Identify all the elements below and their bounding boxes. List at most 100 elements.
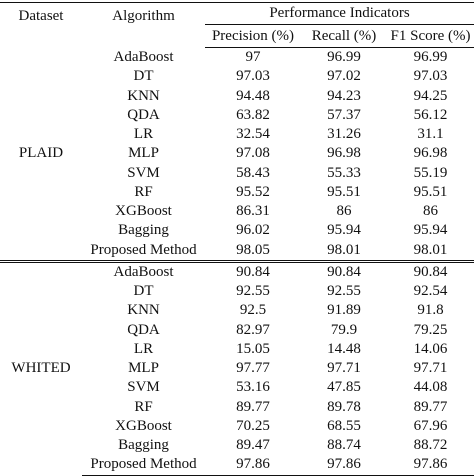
recall-cell: 95.94 [327, 222, 361, 239]
algorithm-cell: LR [133, 340, 154, 357]
f1-score-cell: 92.54 [413, 283, 448, 300]
table-row: DT 92.55 92.55 92.54 [0, 282, 474, 301]
recall-cell: 14.48 [327, 340, 361, 357]
recall-cell: 94.23 [327, 87, 361, 104]
precision-cell: 82.97 [236, 321, 270, 338]
recall-cell: 89.78 [327, 398, 361, 415]
table-row: WHITED AdaBoost 90.84 90.84 90.84 [0, 259, 474, 475]
f1-score-cell: 94.25 [413, 87, 448, 104]
f1-score-cell: 96.99 [413, 49, 448, 66]
recall-cell: 97.02 [327, 68, 361, 85]
precision-cell: 95.52 [236, 183, 270, 200]
f1-score-cell: 55.19 [413, 164, 448, 181]
precision-cell: 97.77 [236, 360, 270, 377]
precision-cell: 97 [245, 49, 261, 66]
precision-cell: 89.77 [236, 398, 270, 415]
dataset-cell: WHITED [0, 259, 82, 475]
algorithm-cell: KNN [127, 87, 160, 104]
precision-cell: 97.86 [205, 455, 301, 476]
table-row: LR 15.05 14.48 14.06 [0, 340, 474, 359]
recall-cell: 91.89 [327, 302, 361, 319]
f1-score-cell: 97.86 [387, 455, 474, 476]
algorithm-cell: LR [133, 126, 154, 143]
recall-cell: 47.85 [327, 379, 361, 396]
dataset-cell: PLAID [18, 145, 64, 162]
precision-cell: 92.5 [239, 302, 267, 319]
precision-cell: 15.05 [236, 340, 270, 357]
recall-cell: 68.55 [327, 417, 361, 434]
recall-cell: 96.98 [327, 145, 361, 162]
recall-cell: 90.84 [301, 259, 387, 282]
table-body: PLAID AdaBoost 97 96.99 96.99 DT 97.03 97.02 97.… [0, 48, 474, 476]
precision-header: Precision (%) [205, 24, 301, 48]
recall-cell: 88.74 [327, 437, 361, 454]
f1-score-cell: 44.08 [413, 379, 448, 396]
f1-score-cell: 31.1 [417, 126, 444, 143]
algorithm-cell: SVM [127, 379, 160, 396]
algorithm-cell: Bagging [118, 437, 169, 454]
f1-score-cell: 79.25 [413, 321, 448, 338]
f1-score-cell: 95.94 [413, 222, 448, 239]
table-row: XGBoost 70.25 68.55 67.96 [0, 417, 474, 436]
recall-cell: 97.71 [327, 360, 361, 377]
table-row: Proposed Method 98.05 98.01 98.01 [0, 241, 474, 262]
recall-cell: 55.33 [327, 164, 361, 181]
algorithm-cell: QDA [127, 106, 160, 123]
recall-header: Recall (%) [301, 24, 387, 48]
f1-score-cell: 88.72 [413, 437, 448, 454]
table-row: DT 97.03 97.02 97.03 [0, 67, 474, 86]
table-row: MLP 97.77 97.71 97.71 [0, 359, 474, 378]
f1-score-cell: 98.01 [413, 241, 448, 258]
precision-cell: 94.48 [236, 87, 270, 104]
algorithm-cell: Proposed Method [90, 241, 197, 258]
f1-score-cell: 91.8 [417, 302, 444, 319]
algorithm-cell: DT [133, 283, 154, 300]
precision-cell: 53.16 [236, 379, 270, 396]
f1-score-cell: 96.98 [413, 145, 448, 162]
precision-cell: 97.03 [236, 68, 270, 85]
f1-score-cell: 90.84 [387, 259, 474, 282]
f1-score-cell: 14.06 [413, 340, 448, 357]
recall-cell: 31.26 [327, 126, 361, 143]
recall-cell: 79.9 [330, 321, 358, 338]
precision-cell: 98.05 [236, 241, 270, 258]
table-row: SVM 58.43 55.33 55.19 [0, 164, 474, 183]
table-row: Bagging 96.02 95.94 95.94 [0, 221, 474, 240]
recall-cell: 86 [336, 203, 352, 220]
dataset-header: Dataset [0, 2, 82, 48]
f1-score-header: F1 Score (%) [387, 24, 474, 48]
table-row: QDA 82.97 79.9 79.25 [0, 321, 474, 340]
recall-cell: 97.86 [301, 455, 387, 476]
algorithm-cell: Bagging [118, 222, 169, 239]
algorithm-cell: MLP [128, 145, 159, 162]
precision-cell: 32.54 [236, 126, 270, 143]
algorithm-cell: SVM [127, 164, 160, 181]
f1-score-cell: 97.71 [413, 360, 448, 377]
recall-cell: 57.37 [327, 106, 361, 123]
precision-cell: 86.31 [236, 203, 270, 220]
performance-indicators-header: Performance Indicators [205, 2, 474, 25]
algorithm-cell: AdaBoost [82, 259, 205, 282]
precision-cell: 63.82 [236, 106, 270, 123]
precision-cell: 92.55 [236, 283, 270, 300]
algorithm-cell: Proposed Method [82, 455, 205, 476]
table-row: KNN 94.48 94.23 94.25 [0, 87, 474, 106]
table-row: SVM 53.16 47.85 44.08 [0, 378, 474, 397]
precision-cell: 96.02 [236, 222, 270, 239]
precision-cell: 70.25 [236, 417, 270, 434]
f1-score-cell: 97.03 [413, 68, 448, 85]
precision-cell: 58.43 [236, 164, 270, 181]
table-row: LR 32.54 31.26 31.1 [0, 125, 474, 144]
table-row: RF 89.77 89.78 89.77 [0, 398, 474, 417]
table-header: Dataset Algorithm Performance Indicators… [0, 2, 474, 48]
precision-cell: 89.47 [236, 437, 270, 454]
f1-score-cell: 89.77 [413, 398, 448, 415]
table-row: RF 95.52 95.51 95.51 [0, 183, 474, 202]
algorithm-cell: RF [134, 183, 153, 200]
algorithm-cell: QDA [127, 321, 160, 338]
precision-cell: 97.08 [236, 145, 270, 162]
table-row: PLAID AdaBoost 97 96.99 96.99 [0, 48, 474, 160]
algorithm-cell: XGBoost [115, 203, 172, 220]
